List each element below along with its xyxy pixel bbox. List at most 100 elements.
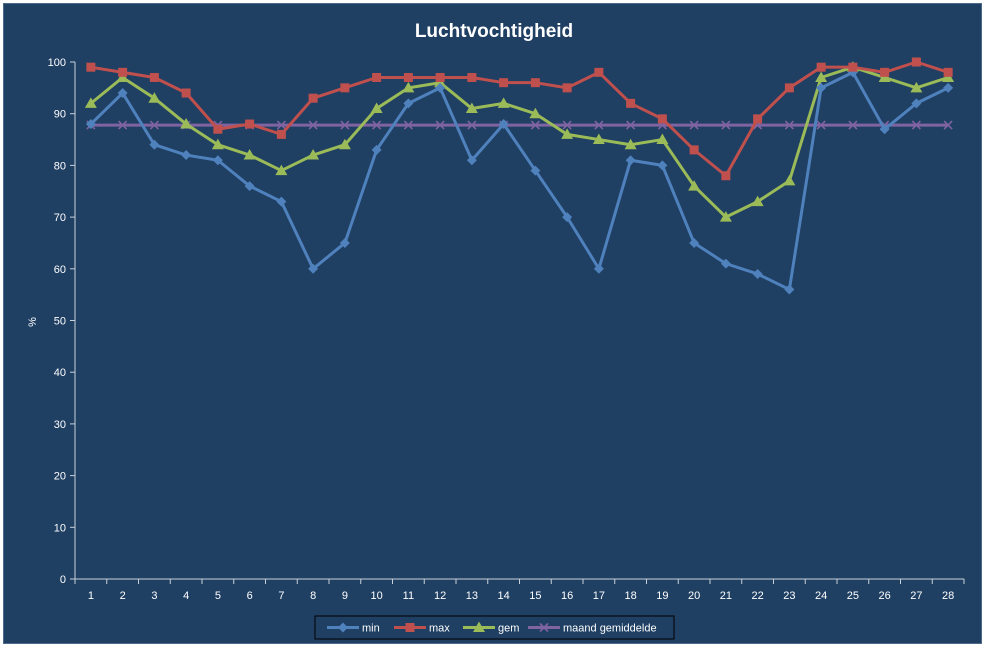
series-max [86, 57, 953, 181]
data-point [943, 67, 953, 77]
y-tick-label: 70 [54, 212, 66, 224]
data-point [148, 92, 161, 103]
data-point [562, 83, 572, 93]
x-tick-label: 22 [752, 590, 764, 602]
data-point [593, 263, 604, 274]
data-point [308, 93, 318, 103]
series-gem [84, 61, 955, 222]
data-point [689, 237, 700, 248]
series-layer [84, 57, 955, 295]
data-point [181, 150, 192, 161]
data-point [467, 73, 477, 83]
data-point [213, 124, 223, 134]
x-tick-label: 4 [183, 590, 189, 602]
data-point [339, 237, 350, 248]
data-point [561, 128, 574, 139]
legend-item-gem: gem [463, 621, 519, 635]
data-point [85, 119, 96, 130]
series-line [89, 70, 949, 291]
x-tick-label: 7 [278, 590, 284, 602]
data-point [370, 102, 383, 114]
series-line [90, 60, 949, 178]
data-point [689, 145, 699, 155]
data-point [371, 144, 382, 155]
x-tick-label: 13 [466, 590, 478, 602]
data-point [530, 78, 540, 88]
y-tick-label: 40 [54, 367, 66, 379]
x-tick-label: 28 [942, 590, 954, 602]
data-point [592, 133, 605, 145]
y-tick-label: 50 [54, 316, 66, 328]
data-point [465, 102, 478, 114]
data-point [467, 120, 477, 130]
data-point [911, 57, 921, 67]
data-point [784, 284, 795, 295]
data-point [435, 120, 445, 130]
data-point [243, 149, 256, 160]
x-tick-label: 15 [529, 590, 541, 602]
x-tick-label: 25 [847, 590, 859, 602]
data-point [276, 196, 287, 207]
data-point [402, 81, 415, 93]
data-point [657, 160, 668, 171]
data-point [562, 120, 572, 130]
x-tick-label: 27 [910, 590, 922, 602]
data-point [211, 138, 224, 150]
y-tick-label: 30 [54, 419, 66, 431]
data-point [340, 120, 350, 130]
series-min [85, 67, 954, 295]
data-point [721, 120, 731, 130]
data-point [372, 73, 382, 83]
data-point [435, 73, 445, 83]
x-tick-label: 12 [434, 590, 446, 602]
data-point [879, 124, 890, 135]
data-point [816, 62, 826, 72]
data-point [848, 120, 858, 130]
x-tick-label: 26 [879, 590, 891, 602]
data-point [784, 120, 794, 130]
series-line [89, 65, 949, 219]
y-tick-label: 10 [54, 522, 66, 534]
x-tick-label: 19 [656, 590, 668, 602]
data-point [276, 129, 286, 139]
data-point [245, 119, 255, 129]
legend-item-maand-gemiddelde: maand gemiddelde [528, 623, 657, 635]
legend-item-max: max [394, 623, 450, 635]
legend-item-min: min [327, 622, 380, 635]
data-point [466, 155, 477, 166]
data-point [180, 118, 193, 129]
data-point [719, 211, 732, 222]
data-point [594, 67, 604, 77]
legend: min max gem maand gemiddelde [314, 615, 675, 640]
data-point [943, 82, 954, 93]
x-tick-label: 17 [593, 590, 605, 602]
data-point [848, 62, 858, 72]
data-point [497, 97, 510, 108]
y-tick-label: 100 [48, 57, 66, 69]
data-point [624, 138, 637, 150]
x-tick-label: 18 [625, 590, 637, 602]
x-tick-label: 20 [688, 590, 700, 602]
data-point [625, 155, 636, 166]
x-tick-label: 24 [815, 590, 827, 602]
y-tick-label: 0 [60, 574, 66, 586]
data-point [340, 83, 350, 93]
legend-swatch-marker [338, 622, 348, 633]
data-point [372, 120, 382, 130]
data-point [816, 120, 826, 130]
data-point [307, 149, 320, 160]
data-point [721, 171, 731, 181]
y-tick-label: 80 [54, 160, 66, 172]
line-chart: Luchtvochtigheid % 0 10 20 30 40 50 60 70 80 90 10… [27, 21, 965, 640]
legend-label: max [429, 623, 450, 635]
data-point [338, 138, 351, 150]
data-point [84, 97, 97, 108]
x-tick-label: 10 [371, 590, 383, 602]
data-point [530, 165, 541, 176]
data-point [181, 88, 191, 98]
data-point [626, 98, 636, 108]
data-point [657, 114, 667, 124]
data-point [688, 180, 701, 191]
data-point [847, 67, 858, 78]
